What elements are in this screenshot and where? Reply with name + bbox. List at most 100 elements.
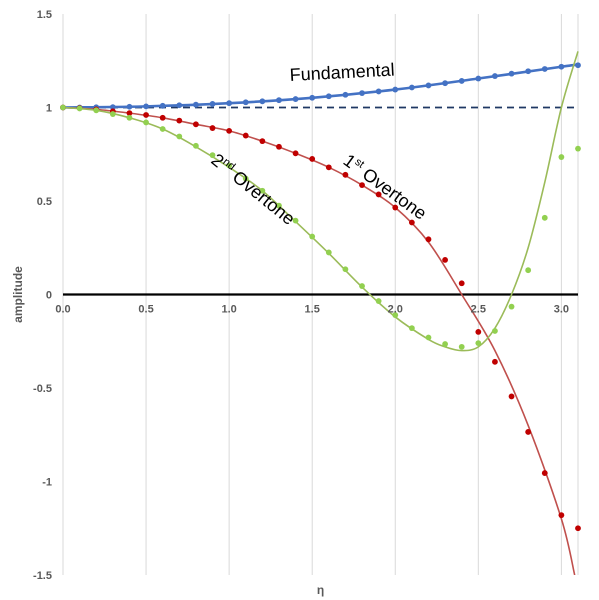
point-1st-overtone	[276, 143, 282, 150]
point-1st-overtone	[408, 219, 415, 226]
y-tick-label: 1.5	[37, 9, 52, 21]
point-fundamental	[458, 78, 465, 84]
point-1st-overtone	[458, 280, 465, 287]
point-1st-overtone	[259, 138, 266, 145]
point-2nd-overtone	[226, 162, 233, 169]
y-tick-label: -0.5	[33, 383, 52, 395]
point-fundamental	[325, 93, 332, 100]
point-2nd-overtone	[508, 303, 515, 310]
point-fundamental	[408, 84, 415, 91]
x-tick-label: 3.0	[554, 304, 569, 316]
point-2nd-overtone	[525, 267, 532, 274]
point-1st-overtone	[442, 257, 448, 263]
point-fundamental	[492, 73, 498, 79]
point-2nd-overtone	[276, 202, 282, 209]
point-1st-overtone	[292, 150, 299, 157]
point-fundamental	[242, 99, 249, 106]
x-tick-label: 1.0	[221, 304, 236, 316]
point-2nd-overtone	[292, 217, 299, 224]
point-2nd-overtone	[176, 133, 183, 140]
x-axis-title: η	[317, 583, 324, 597]
point-2nd-overtone	[193, 142, 199, 149]
point-1st-overtone	[209, 125, 216, 131]
point-2nd-overtone	[242, 175, 249, 182]
point-2nd-overtone	[492, 328, 498, 334]
point-2nd-overtone	[159, 126, 166, 132]
point-1st-overtone	[508, 393, 515, 400]
point-fundamental	[259, 98, 266, 105]
point-1st-overtone	[375, 191, 382, 198]
point-1st-overtone	[392, 204, 399, 211]
point-fundamental	[375, 88, 382, 95]
point-1st-overtone	[558, 512, 565, 519]
y-axis-title: amplitude	[11, 266, 25, 323]
point-fundamental	[508, 70, 515, 77]
point-2nd-overtone	[442, 341, 448, 347]
annotation-2nd-overtone: 2nd Overtone	[207, 150, 298, 229]
y-tick-label: 0.5	[37, 196, 52, 208]
point-2nd-overtone	[375, 298, 382, 304]
point-1st-overtone	[342, 171, 349, 178]
point-1st-overtone	[242, 132, 249, 139]
point-1st-overtone	[226, 127, 233, 134]
point-fundamental	[193, 101, 199, 108]
point-fundamental	[392, 86, 399, 93]
point-fundamental	[342, 91, 349, 98]
point-1st-overtone	[525, 429, 532, 435]
point-2nd-overtone	[143, 119, 149, 126]
point-fundamental	[126, 103, 133, 110]
point-2nd-overtone	[325, 249, 332, 256]
point-2nd-overtone	[359, 283, 365, 289]
x-tick-label: 2.5	[471, 304, 486, 316]
point-1st-overtone	[541, 470, 548, 476]
point-2nd-overtone	[458, 343, 465, 350]
x-tick-label: 2.0	[388, 304, 403, 316]
point-1st-overtone	[143, 112, 149, 118]
point-2nd-overtone	[575, 145, 581, 152]
point-1st-overtone	[193, 121, 199, 128]
point-fundamental	[226, 100, 233, 107]
curve-1st-overtone	[63, 106, 576, 575]
point-2nd-overtone	[309, 233, 316, 240]
annotation-sup: nd	[220, 156, 237, 173]
point-2nd-overtone	[60, 104, 66, 111]
point-fundamental	[309, 94, 316, 101]
point-1st-overtone	[575, 525, 581, 532]
point-2nd-overtone	[109, 111, 116, 117]
series-annotations: Fundamental 1st Overtone 2nd Overtone	[207, 60, 430, 229]
point-1st-overtone	[325, 164, 332, 171]
annotation-fundamental: Fundamental	[289, 60, 395, 85]
point-fundamental	[575, 62, 581, 69]
point-1st-overtone	[475, 329, 482, 335]
point-fundamental	[425, 82, 432, 89]
y-tick-label: 1	[46, 103, 52, 115]
point-1st-overtone	[492, 358, 498, 365]
point-fundamental	[442, 80, 448, 87]
point-1st-overtone	[425, 236, 432, 243]
tick-labels: 0.0 0.5 1.0 1.5 2.0 2.5 3.0 1.5 1 0.5 0 -0.5 -1 -1.5	[33, 9, 569, 582]
x-tick-label: 0.0	[55, 304, 70, 316]
point-1st-overtone	[309, 156, 316, 162]
point-fundamental	[109, 104, 116, 111]
data-points	[60, 62, 581, 532]
point-2nd-overtone	[425, 334, 432, 341]
point-2nd-overtone	[93, 107, 100, 114]
annotation-main: Fundamental	[289, 60, 395, 85]
point-2nd-overtone	[342, 266, 349, 273]
point-1st-overtone	[126, 110, 133, 117]
reference-lines	[63, 106, 578, 296]
annotation-1st-overtone: 1st Overtone	[340, 150, 431, 224]
point-2nd-overtone	[408, 325, 415, 332]
point-fundamental	[209, 101, 216, 107]
point-1st-overtone	[159, 114, 166, 121]
point-2nd-overtone	[259, 187, 266, 194]
point-2nd-overtone	[392, 312, 399, 318]
point-1st-overtone	[359, 182, 365, 189]
x-tick-label: 1.5	[305, 304, 320, 316]
point-fundamental	[359, 90, 365, 97]
point-fundamental	[143, 103, 149, 110]
point-2nd-overtone	[475, 340, 482, 347]
x-tick-label: 0.5	[138, 304, 153, 316]
